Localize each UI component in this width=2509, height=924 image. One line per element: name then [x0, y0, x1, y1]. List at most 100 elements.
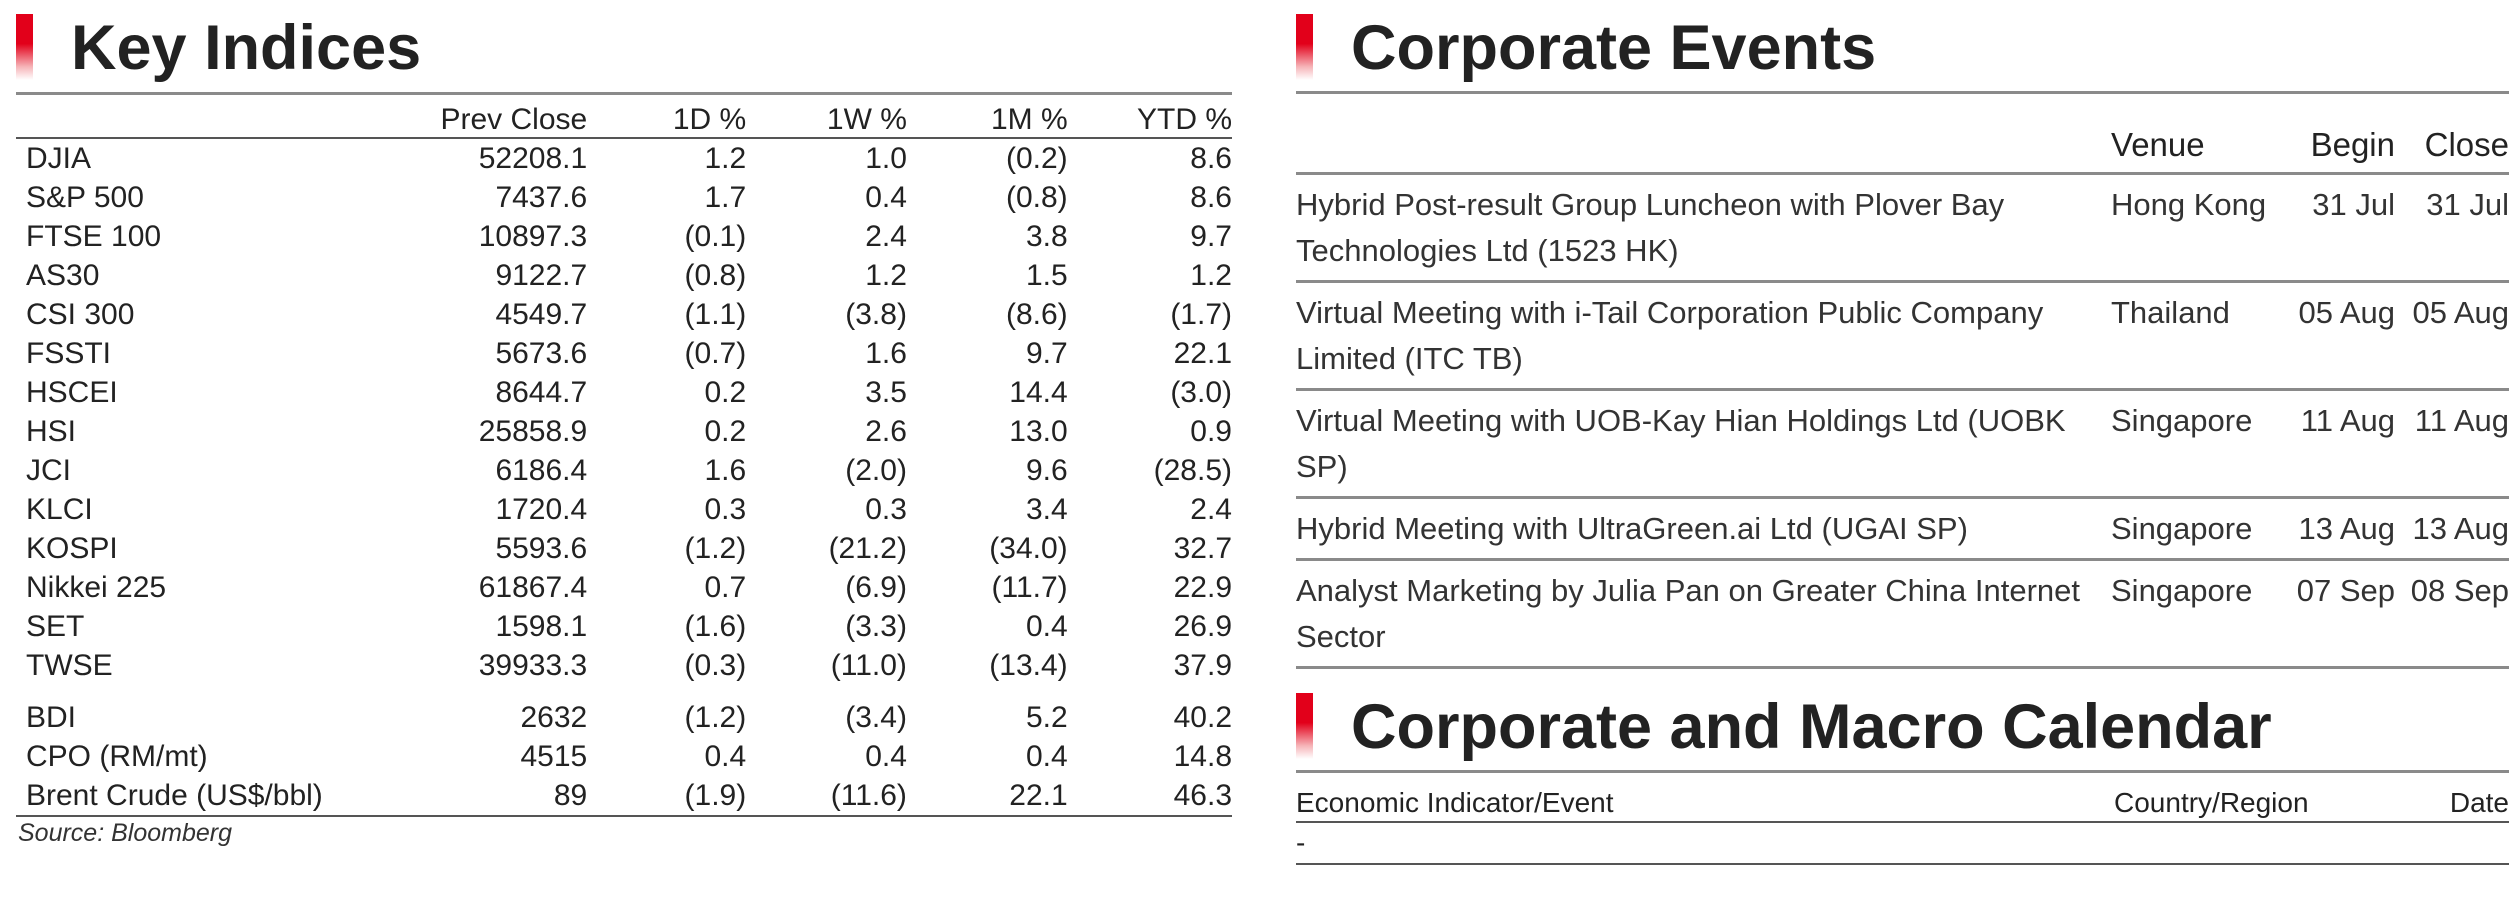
table-cell: (11.0) — [830, 648, 907, 682]
table-cell: (3.0) — [1170, 375, 1232, 409]
index-name: FTSE 100 — [26, 219, 162, 253]
event-row: Hybrid Meeting with UltraGreen.ai Ltd (U… — [1296, 496, 2509, 560]
table-cell: 4515 — [520, 739, 588, 773]
table-cell: (0.7) — [684, 336, 747, 370]
table-cell: 0.2 — [704, 375, 747, 409]
calendar-body: - — [1296, 822, 2509, 865]
index-name: Nikkei 225 — [26, 570, 167, 604]
section-marker-icon — [16, 14, 33, 80]
index-name: BDI — [26, 700, 77, 734]
table-cell: (11.7) — [991, 570, 1068, 604]
event-name: Hybrid Meeting with UltraGreen.ai Ltd (U… — [1296, 496, 2111, 560]
column-header: 1D % — [587, 95, 747, 139]
table-cell: (6.9) — [845, 570, 907, 604]
event-row: Analyst Marketing by Julia Pan on Greate… — [1296, 558, 2509, 669]
spacer-cell — [16, 685, 1232, 698]
table-row: DJIA 52208.1 1.2 1.0 (0.2) 8.6 — [16, 138, 1232, 178]
calendar-table: Economic Indicator/Event Country/Region … — [1296, 773, 2509, 865]
table-cell: (1.9) — [587, 776, 747, 817]
index-name: TWSE — [26, 648, 113, 682]
calendar-header-row: Economic Indicator/Event Country/Region … — [1296, 773, 2509, 823]
column-header: Begin — [2310, 126, 2395, 163]
table-cell: 1.2 — [1190, 258, 1232, 292]
table-cell: 0.2 — [704, 414, 747, 448]
table-cell: 9122.7 — [495, 258, 588, 292]
table-cell: (11.6) — [746, 776, 907, 817]
table-cell: (3.3) — [845, 609, 907, 643]
table-cell: (0.1) — [684, 219, 747, 253]
table-cell: (34.0) — [989, 531, 1068, 565]
corporate-events-header: Corporate Events — [1296, 10, 2509, 94]
event-row: Virtual Meeting with UOB-Kay Hian Holdin… — [1296, 388, 2509, 498]
index-name: JCI — [26, 453, 71, 487]
table-cell: 37.9 — [1173, 648, 1232, 682]
key-indices-table: Prev Close 1D % 1W % 1M % YTD % DJIA 5220… — [16, 95, 1232, 817]
table-cell: 5593.6 — [495, 531, 588, 565]
table-row: S&P 500 7437.6 1.7 0.4 (0.8) 8.6 — [16, 178, 1232, 217]
table-cell: 8.6 — [1190, 141, 1232, 175]
table-cell: 1.6 — [704, 453, 747, 487]
table-cell: (8.6) — [1005, 297, 1068, 331]
table-cell: 14.8 — [1173, 739, 1232, 773]
table-cell: 8644.7 — [495, 375, 588, 409]
corporate-events-panel: Corporate Events Venue Begin Close Hybri… — [1296, 10, 2509, 865]
table-cell: 1.6 — [865, 336, 907, 370]
table-cell: 89 — [322, 776, 588, 817]
key-indices-header-row: Prev Close 1D % 1W % 1M % YTD % — [16, 95, 1232, 139]
table-cell: 40.2 — [1173, 700, 1232, 734]
table-cell: 6186.4 — [495, 453, 588, 487]
index-name: DJIA — [26, 141, 92, 175]
corporate-events-title: Corporate Events — [1351, 13, 1877, 83]
table-row: FSSTI 5673.6 (0.7) 1.6 9.7 22.1 — [16, 334, 1232, 373]
table-cell: 1.5 — [1025, 258, 1068, 292]
table-row: FTSE 100 10897.3 (0.1) 2.4 3.8 9.7 — [16, 217, 1232, 256]
event-row: Hybrid Post-result Group Luncheon with P… — [1296, 172, 2509, 282]
table-row: BDI 2632 (1.2) (3.4) 5.2 40.2 — [16, 698, 1232, 737]
table-row: CSI 300 4549.7 (1.1) (3.8) (8.6) (1.7) — [16, 295, 1232, 334]
index-name: Brent Crude (US$/bbl) — [16, 776, 323, 817]
table-cell: 1.2 — [704, 141, 747, 175]
index-name: KOSPI — [26, 531, 118, 565]
table-cell: 9.7 — [1190, 219, 1232, 253]
event-close-date: 31 Jul — [2395, 172, 2509, 282]
table-row: TWSE 39933.3 (0.3) (11.0) (13.4) 37.9 — [16, 646, 1232, 685]
table-cell: 0.3 — [865, 492, 907, 526]
column-header — [1296, 94, 2111, 174]
corporate-events-table: Venue Begin Close Hybrid Post-result Gro… — [1296, 94, 2509, 669]
calendar-row: - — [1296, 822, 2509, 865]
table-cell: (1.2) — [684, 531, 747, 565]
table-cell: 61867.4 — [478, 570, 588, 604]
index-name: KLCI — [26, 492, 93, 526]
table-cell: 3.8 — [1025, 219, 1068, 253]
table-cell: (0.8) — [1005, 180, 1068, 214]
table-row: AS30 9122.7 (0.8) 1.2 1.5 1.2 — [16, 256, 1232, 295]
column-header: 1M % — [906, 95, 1068, 139]
table-cell: 52208.1 — [478, 141, 588, 175]
key-indices-title: Key Indices — [71, 13, 422, 83]
table-cell: 5.2 — [1025, 700, 1068, 734]
event-name: Analyst Marketing by Julia Pan on Greate… — [1296, 558, 2111, 669]
key-indices-header: Key Indices — [16, 10, 1232, 95]
table-cell: 1.7 — [704, 180, 747, 214]
column-header: Prev Close — [322, 95, 588, 139]
table-cell: (28.5) — [1153, 453, 1232, 487]
table-cell: 0.4 — [1025, 609, 1068, 643]
table-cell: 14.4 — [1009, 375, 1068, 409]
table-cell: 22.1 — [906, 776, 1068, 817]
table-cell: 7437.6 — [495, 180, 588, 214]
column-header: Economic Indicator/Event — [1296, 773, 2114, 823]
table-row: Nikkei 225 61867.4 0.7 (6.9) (11.7) 22.9 — [16, 568, 1232, 607]
table-cell: 0.4 — [1025, 739, 1068, 773]
table-cell: (0.2) — [1005, 141, 1068, 175]
index-name: SET — [26, 609, 85, 643]
column-header: Date — [2374, 773, 2509, 823]
key-indices-body: DJIA 52208.1 1.2 1.0 (0.2) 8.6 S&P 500 7437.6 1.… — [16, 138, 1232, 817]
table-cell: 39933.3 — [478, 648, 588, 682]
table-cell: 0.7 — [704, 570, 747, 604]
table-cell: 8.6 — [1190, 180, 1232, 214]
event-name: Virtual Meeting with i-Tail Corporation … — [1296, 280, 2111, 390]
table-cell: 2.4 — [865, 219, 907, 253]
table-cell: 46.3 — [1067, 776, 1232, 817]
table-row: KOSPI 5593.6 (1.2) (21.2) (34.0) 32.7 — [16, 529, 1232, 568]
index-name: AS30 — [26, 258, 100, 292]
